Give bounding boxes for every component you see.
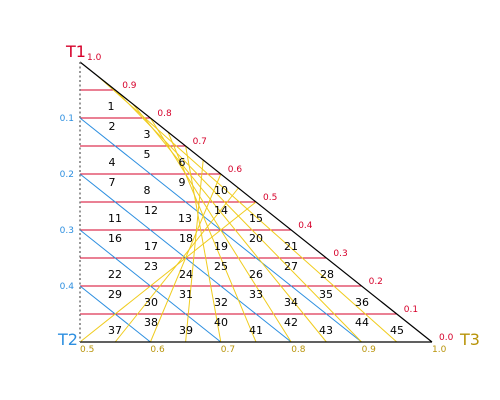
t1-tick-label: 0.9 <box>122 81 137 91</box>
t1-tick-label: 0.6 <box>228 165 243 175</box>
yellow-grid-line <box>167 131 257 343</box>
cell-number: 34 <box>284 296 298 309</box>
t3-tick-label: 0.8 <box>291 345 306 355</box>
cell-number: 20 <box>249 232 263 245</box>
cell-number: 3 <box>144 128 151 141</box>
cell-number: 27 <box>284 260 298 273</box>
cell-number: 1 <box>108 100 115 113</box>
t1-tick-label: 0.1 <box>404 305 418 315</box>
yellow-grid-line <box>114 89 362 343</box>
cell-number: 7 <box>109 176 116 189</box>
grid-lines <box>79 75 398 343</box>
yellow-grid-line <box>185 159 204 343</box>
cell-number: 32 <box>214 296 228 309</box>
t2-tick-label: 0.2 <box>60 170 74 180</box>
cell-number: 44 <box>355 316 369 329</box>
cell-number: 28 <box>320 268 334 281</box>
cell-number: 43 <box>319 324 333 337</box>
t3-tick-label: 0.9 <box>362 345 377 355</box>
cell-number: 25 <box>214 260 228 273</box>
cell-number: 33 <box>249 288 263 301</box>
cell-number: 17 <box>144 240 158 253</box>
t1-tick-label: 0.8 <box>157 109 172 119</box>
cell-number: 38 <box>144 316 158 329</box>
cell-number: 11 <box>108 212 122 225</box>
cell-number: 21 <box>284 240 298 253</box>
cell-number: 22 <box>108 268 122 281</box>
cell-number: 26 <box>249 268 263 281</box>
cell-labels: 1234567891011121314151617181920212223242… <box>108 100 405 337</box>
cell-number: 35 <box>319 288 333 301</box>
cell-number: 6 <box>179 156 186 169</box>
cell-number: 24 <box>179 268 193 281</box>
cell-number: 31 <box>179 288 193 301</box>
yellow-grid-line <box>149 117 292 343</box>
t1-tick-label: 0.4 <box>298 221 313 231</box>
cell-number: 13 <box>178 212 192 225</box>
cell-number: 4 <box>109 156 116 169</box>
cell-number: 12 <box>144 204 158 217</box>
t1-tick-label: 1.0 <box>87 53 102 63</box>
yellow-grid-line <box>79 201 257 343</box>
cell-number: 2 <box>109 120 116 133</box>
cell-number: 30 <box>144 296 158 309</box>
t3-tick-label: 1.0 <box>432 345 447 355</box>
cell-number: 41 <box>249 324 263 337</box>
yellow-grid-line <box>132 103 327 343</box>
cell-number: 29 <box>108 288 122 301</box>
yellow-grid-line <box>114 187 239 343</box>
t2-tick-label: 0.3 <box>60 226 74 236</box>
corner-label-t3: T3 <box>459 330 480 349</box>
cell-number: 5 <box>144 148 151 161</box>
t1-tick-label: 0.7 <box>193 137 207 147</box>
t2-tick-label: 0.1 <box>60 114 74 124</box>
cell-number: 45 <box>390 324 404 337</box>
triangle-frame <box>79 61 433 343</box>
cell-number: 8 <box>144 184 151 197</box>
corner-label-t2: T2 <box>57 330 78 349</box>
cell-number: 10 <box>214 184 228 197</box>
cell-number: 23 <box>144 260 158 273</box>
triangle-hypotenuse <box>79 61 433 343</box>
tick-labels: 1.0 0.9 0.8 0.7 0.6 0.5 0.4 0.3 0.2 0.1 0.0 0.1 0.2 0… <box>60 53 454 355</box>
cell-number: 37 <box>108 324 122 337</box>
cell-number: 18 <box>179 232 193 245</box>
yellow-grid-line <box>149 173 222 343</box>
t3-tick-label: 0.5 <box>80 345 94 355</box>
cell-number: 16 <box>108 232 122 245</box>
t1-tick-label: 0.3 <box>333 249 347 259</box>
cell-number: 19 <box>214 240 228 253</box>
cell-number: 36 <box>355 296 369 309</box>
cell-number: 42 <box>284 316 298 329</box>
t3-tick-label: 0.6 <box>150 345 165 355</box>
corner-labels: T1 T2 T3 <box>57 42 480 349</box>
corner-label-t1: T1 <box>65 42 86 61</box>
cell-number: 15 <box>249 212 263 225</box>
t1-tick-label: 0.5 <box>263 193 277 203</box>
cell-number: 39 <box>179 324 193 337</box>
cell-number: 40 <box>214 316 228 329</box>
t2-tick-label: 0.4 <box>60 282 75 292</box>
t3-tick-label: 0.7 <box>221 345 235 355</box>
t1-tick-label: 0.0 <box>439 333 454 343</box>
yellow-grid-line <box>97 75 398 343</box>
t1-tick-label: 0.2 <box>369 277 383 287</box>
yellow-grid-line <box>185 145 222 343</box>
cell-number: 14 <box>214 204 228 217</box>
cell-number: 9 <box>179 176 186 189</box>
